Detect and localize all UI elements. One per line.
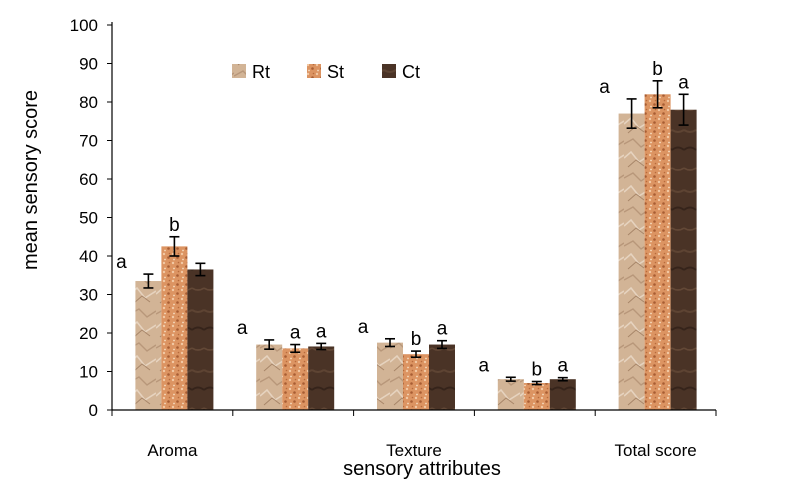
error-bar	[505, 376, 516, 382]
bar-st	[403, 354, 429, 410]
legend: Rt St Ct	[232, 62, 420, 82]
legend-swatch-ct	[382, 64, 396, 78]
bar-rt	[497, 379, 524, 410]
error-bar	[531, 380, 542, 386]
y-tick-label: 0	[89, 401, 98, 420]
error-bar	[195, 262, 206, 277]
error-bar	[557, 376, 568, 382]
x-tick-label: Texture	[386, 441, 442, 460]
error-bar	[290, 343, 301, 354]
significance-letter: a	[237, 318, 248, 339]
error-bar	[678, 93, 689, 126]
bar-st	[161, 246, 188, 410]
bar-st	[282, 348, 309, 410]
error-bar	[143, 273, 154, 289]
significance-letter: a	[116, 252, 127, 273]
significance-letter: b	[532, 360, 543, 381]
x-axis-title: sensory attributes	[343, 458, 501, 480]
y-tick-label: 30	[79, 286, 98, 305]
error-bar	[626, 98, 637, 129]
significance-letter: a	[290, 323, 301, 344]
y-tick-label: 10	[79, 363, 98, 382]
error-bar	[411, 350, 421, 359]
significance-letter: b	[411, 329, 422, 350]
y-axis-title: mean sensory score	[20, 90, 42, 270]
y-tick-label: 40	[79, 247, 98, 266]
error-bar	[169, 235, 180, 257]
legend-label-ct: Ct	[402, 62, 420, 82]
significance-letter: b	[169, 215, 180, 236]
bar-ct	[308, 346, 335, 410]
y-tick-label: 50	[79, 209, 98, 228]
bar-rt	[618, 113, 645, 411]
axes	[111, 22, 717, 416]
bar-rt	[135, 281, 162, 410]
significance-letter: a	[316, 321, 327, 342]
y-tick-label: 80	[79, 93, 98, 112]
bar-ct	[429, 344, 455, 410]
y-tick-label: 70	[79, 132, 98, 151]
legend-swatch-rt	[232, 64, 246, 78]
significance-letter: a	[558, 356, 569, 377]
error-bar	[385, 337, 395, 348]
bar-ct	[670, 109, 697, 410]
y-axis-ticks: 0 10 20 30 40 50 60 70 80 90 100	[70, 16, 112, 420]
y-tick-label: 90	[79, 55, 98, 74]
x-tick-label: Total score	[614, 441, 696, 460]
error-bar	[264, 339, 275, 350]
legend-swatch-st	[307, 64, 321, 78]
y-tick-label: 60	[79, 170, 98, 189]
bar-st	[644, 94, 671, 411]
bar-ct	[549, 379, 576, 410]
bar-ct	[187, 269, 214, 410]
significance-letter: b	[652, 59, 663, 80]
significance-letter: a	[678, 72, 689, 93]
bar-st	[523, 383, 550, 410]
y-tick-label: 100	[70, 16, 98, 35]
x-tick-label: Aroma	[147, 441, 198, 460]
y-tick-label: 20	[79, 324, 98, 343]
error-bar	[316, 342, 327, 351]
error-bar	[652, 80, 663, 109]
bar-rt	[256, 344, 283, 410]
significance-letter: a	[358, 317, 369, 338]
bar-rt	[377, 342, 403, 410]
significance-letter: a	[599, 77, 610, 98]
significance-letter: a	[437, 319, 448, 340]
significance-letter: a	[479, 355, 490, 376]
category-labels: Aroma Texture Total score	[147, 441, 696, 460]
legend-label-rt: Rt	[252, 62, 270, 82]
error-bar	[437, 339, 447, 350]
legend-label-st: St	[327, 62, 344, 82]
